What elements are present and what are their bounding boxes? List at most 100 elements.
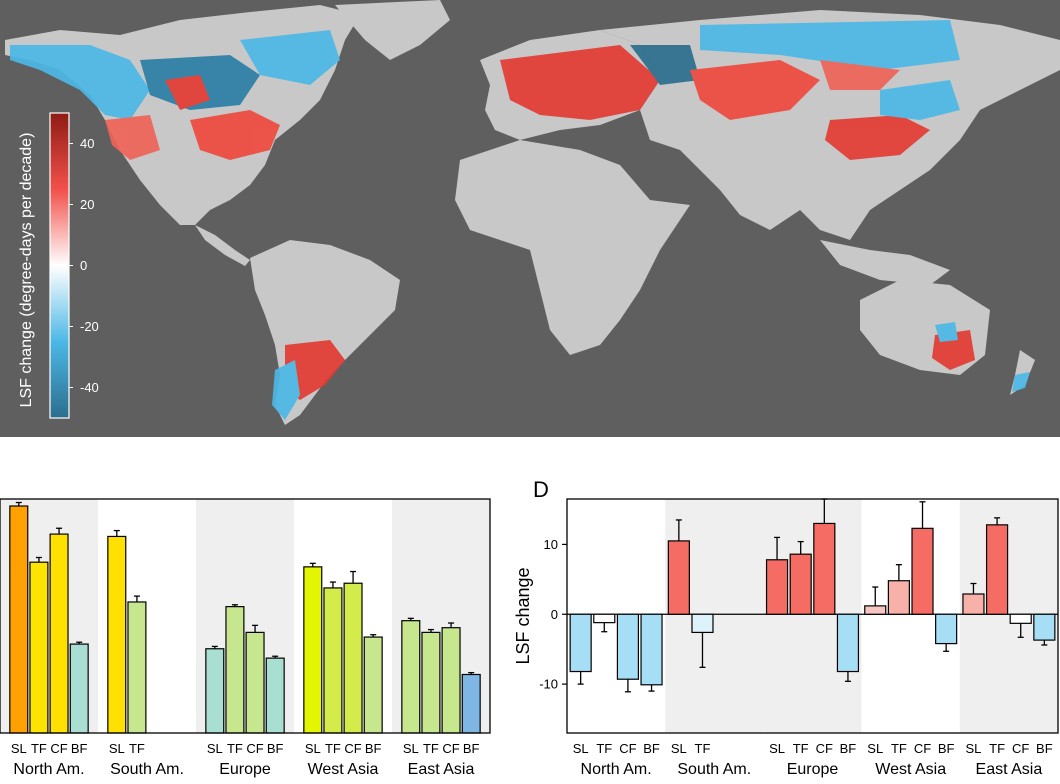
trend-patch-europe-east	[630, 45, 700, 85]
category-label: TF	[423, 741, 439, 756]
trend-patch-asia-east	[825, 115, 930, 160]
colorbar: 40 20 0 -20 -40 LSF change (degree-days per …	[18, 112, 99, 419]
category-label: BF	[840, 741, 857, 756]
category-label: SL	[966, 741, 982, 756]
world-map: 40 20 0 -20 -40 LSF change (degree-days per …	[0, 0, 1060, 437]
bar-cf	[813, 522, 836, 615]
bar-tf	[887, 580, 910, 615]
bar-tf	[691, 613, 714, 634]
category-label: SL	[867, 741, 883, 756]
category-label: TF	[596, 741, 612, 756]
colorbar-tick-label: 20	[80, 197, 94, 212]
bar-cf	[1009, 613, 1032, 624]
bar-bf	[1033, 613, 1056, 641]
trend-patch-na-south	[190, 110, 280, 160]
bar-sl	[9, 505, 29, 734]
bar-tf	[225, 606, 245, 734]
category-label: CF	[619, 741, 636, 756]
region-label: West Asia	[308, 761, 379, 778]
bar-bf	[640, 613, 663, 686]
trend-patch-na-west	[10, 45, 150, 120]
category-label: SL	[11, 741, 27, 756]
y-tick-label: -10	[539, 677, 558, 692]
category-label: CF	[1012, 741, 1029, 756]
bar-tf	[789, 553, 812, 615]
bar-cf	[49, 533, 69, 734]
bar-cf	[911, 527, 934, 615]
category-label: TF	[325, 741, 341, 756]
category-label: BF	[1036, 741, 1053, 756]
y-tick-label: 0	[551, 607, 558, 622]
category-label: BF	[643, 741, 660, 756]
region-label: West Asia	[875, 761, 946, 778]
bar-cf	[616, 613, 640, 680]
bar-sl	[864, 605, 887, 615]
category-label: BF	[267, 741, 284, 756]
category-label: SL	[403, 741, 419, 756]
colorbar-title: LSF change (degree-days per decade)	[18, 133, 35, 408]
trend-patch-na-mid	[165, 75, 210, 110]
trend-patch-asia-west	[690, 60, 820, 120]
region-label: East Asia	[408, 761, 475, 778]
category-label: TF	[31, 741, 47, 756]
bar-sl	[765, 559, 789, 615]
panel-label: D	[533, 477, 549, 502]
bar-sl	[303, 566, 323, 734]
category-label: BF	[938, 741, 955, 756]
bar-bf	[363, 636, 383, 734]
bar-tf	[593, 613, 616, 624]
bar-sl	[401, 620, 421, 734]
trend-patch-new-zealand	[1012, 372, 1030, 392]
bar-tf	[985, 524, 1009, 615]
region-label: South Am.	[677, 761, 751, 778]
category-label: CF	[816, 741, 833, 756]
bar-sl	[962, 593, 985, 615]
landmass-africa	[455, 140, 690, 355]
bar-bf	[935, 613, 958, 645]
category-label: SL	[769, 741, 785, 756]
region-label: North Am.	[13, 761, 84, 778]
category-label: BF	[365, 741, 382, 756]
region-label: South Am.	[110, 761, 184, 778]
category-label: TF	[227, 741, 243, 756]
landmass-central-america	[195, 225, 250, 266]
colorbar-tick-label: 40	[80, 136, 94, 151]
category-label: SL	[207, 741, 223, 756]
plot-frame	[566, 498, 1059, 734]
trend-patch-australia-west	[935, 322, 958, 342]
category-label: BF	[71, 741, 88, 756]
landmass-southeast-asia	[820, 240, 950, 285]
bar-cf	[441, 627, 461, 734]
trend-patch-europe	[500, 45, 660, 120]
category-label: SL	[671, 741, 687, 756]
category-label: CF	[344, 741, 361, 756]
region-label: Europe	[219, 761, 271, 778]
category-label: SL	[573, 741, 589, 756]
bar-sl	[205, 648, 225, 734]
trend-overlays	[10, 20, 1030, 420]
category-label: CF	[442, 741, 459, 756]
category-label: CF	[914, 741, 931, 756]
category-label: TF	[989, 741, 1005, 756]
category-label: TF	[793, 741, 809, 756]
bar-sl	[569, 613, 592, 673]
y-axis-title: LSF change	[513, 567, 533, 664]
category-label: TF	[695, 741, 711, 756]
bar-bf	[461, 673, 481, 734]
region-label: East Asia	[976, 761, 1043, 778]
category-label: CF	[50, 741, 67, 756]
bar-bf	[836, 613, 860, 673]
bar-sl	[107, 535, 127, 734]
plot-frame	[0, 498, 491, 734]
colorbar-tick-label: -40	[80, 380, 99, 395]
trend-patch-na-rockies	[105, 115, 160, 160]
colorbar-tick-label: -20	[80, 319, 99, 334]
bar-tf	[421, 631, 441, 734]
trend-patch-asia-central	[820, 60, 900, 90]
category-label: TF	[891, 741, 907, 756]
trend-patch-na-east	[240, 30, 340, 85]
bar-cf	[245, 631, 265, 734]
